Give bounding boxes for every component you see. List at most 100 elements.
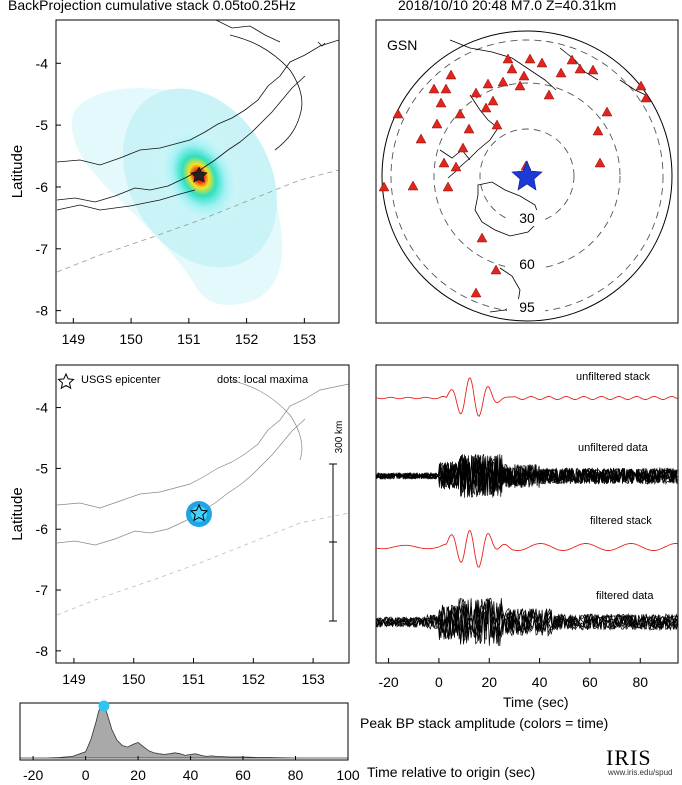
local-maxima-panel: 300 km 149 150 151 152 153 -4 -5 -6 -7 -8 Latitude [9,364,350,687]
station-marker [490,264,502,275]
station-marker [574,63,586,74]
seismo-x-tick-label: -20 [378,674,398,690]
station-marker [543,89,555,100]
peak-amplitude-area [20,705,348,759]
title-right: 2018/10/10 20:48 M7.0 Z=40.31km [398,0,617,13]
seismo-x-tick-label: 80 [632,674,648,690]
station-marker [435,97,447,108]
seismo-xlabel: Time (sec) [503,694,569,710]
bp-map-axes: 149 150 151 152 153 -4 -5 -6 -7 -8 Latitude [9,55,316,347]
station-marker [450,161,462,172]
y-axis-label: Latitude [9,145,26,198]
legend-star-icon [57,372,75,390]
peak-title: Peak BP stack amplitude (colors = time) [360,715,609,731]
station-map-outer-circle [381,30,673,322]
ring-label-bg [507,256,545,272]
y-tick-label: -4 [36,400,49,416]
station-marker [524,53,536,64]
bp-epicenter-star [190,166,208,183]
x-tick-label: 151 [177,331,201,347]
x-tick-label: 153 [301,671,325,687]
peak-x-tick-label: -20 [23,767,43,783]
station-marker [566,54,578,65]
station-marker [518,70,530,81]
peak-x-tick-label: 60 [235,767,251,783]
iris-logo: IRIS [606,745,652,770]
station-marker [378,181,390,192]
filtered-data-trace [375,598,679,646]
station-marker [438,157,450,168]
station-marker [440,83,452,94]
peak-plot: -20 0 20 40 60 80 100 [20,700,360,783]
bp-coastline [56,20,339,211]
x-tick-label: 150 [119,331,143,347]
ring-label: 95 [519,299,535,315]
seismogram-axes: -20 0 20 40 60 80 [378,658,648,690]
trace-label-3: filtered data [596,590,654,602]
legend-epicenter-label: USGS epicenter [81,374,161,386]
seismo-x-tick-label: 60 [582,674,598,690]
filtered-stack-trace [375,530,679,568]
x-tick-label: 149 [62,331,86,347]
station-map-frame [375,19,679,324]
peak-x-tick-label: 0 [82,767,90,783]
station-marker [476,232,488,243]
unfiltered-stack-trace [375,377,679,417]
unfiltered-data-trace [375,455,678,498]
seismo-x-tick-label: 20 [481,674,497,690]
y-axis-label: Latitude [9,487,26,540]
x-tick-label: 152 [235,331,259,347]
y-tick-label: -5 [36,117,49,133]
station-marker [482,78,494,89]
y-tick-label: -5 [36,460,49,476]
station-marker [640,92,652,103]
maxima-map-frame [55,364,350,664]
station-marker [470,287,482,298]
station-marker [463,123,475,134]
seismogram-panel: -20 0 20 40 60 80 [375,364,679,690]
x-tick-label: 153 [293,331,317,347]
station-marker [470,87,482,98]
y-tick-label: -8 [36,303,49,319]
station-marker [635,80,647,91]
bp-map-panel: 149 150 151 152 153 -4 -5 -6 -7 -8 Latitude [9,19,340,347]
trace-label-1: unfiltered data [578,442,648,454]
ring-labels: 30 60 95 [507,210,545,315]
station-marker [454,108,466,119]
maxima-map-axes: 149 150 151 152 153 -4 -5 -6 -7 -8 Latitude [9,400,325,687]
seismo-x-tick-label: 0 [435,674,443,690]
x-tick-label: 150 [122,671,146,687]
station-marker [555,67,567,78]
bp-map-frame [55,19,340,324]
maxima-epicenter-star [189,503,209,522]
filtered-data-trace [375,600,679,643]
station-marker [592,125,604,136]
station-marker [457,142,469,153]
maxima-trench [56,512,349,616]
station-marker [587,64,599,75]
seismogram-frame [375,364,679,664]
ring-label-bg [507,210,545,226]
station-map-panel: 30 60 95 [375,19,679,324]
y-tick-label: -6 [36,179,49,195]
station-marker [442,181,454,192]
ring-label: 30 [519,210,535,226]
station-map-epicenter-star [511,160,543,191]
iris-url: www.iris.edu/spud [608,768,673,777]
local-maximum-dot-core [191,506,207,522]
seismo-x-tick-label: 40 [532,674,548,690]
station-marker [428,83,440,94]
ring-label-bg [507,299,545,315]
station-marker [514,80,526,91]
peak-amplitude-panel: -20 0 20 40 60 80 100 [19,700,360,783]
title-left: BackProjection cumulative stack 0.05to0.… [8,0,296,13]
station-marker [594,157,606,168]
peak-x-tick-label: 80 [288,767,304,783]
y-tick-label: -7 [36,241,49,257]
stations-layer [378,53,652,298]
trace-label-0: unfiltered stack [576,371,650,383]
y-tick-label: -8 [36,643,49,659]
peak-x-tick-label: 40 [183,767,199,783]
y-tick-label: -4 [36,55,49,71]
